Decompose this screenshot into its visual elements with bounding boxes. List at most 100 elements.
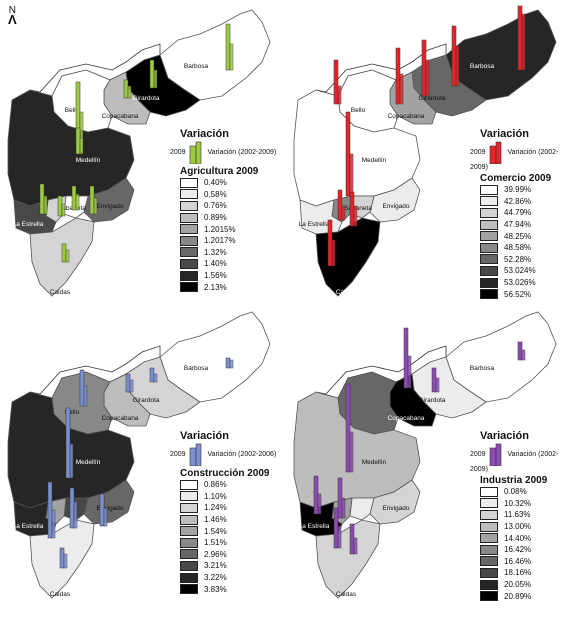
legend-title: Variación xyxy=(480,128,529,140)
legend-class-label: 56.52% xyxy=(504,289,532,299)
legend-swatch xyxy=(480,533,498,544)
bar-symbol xyxy=(313,475,322,515)
legend-class-label: 42.86% xyxy=(504,196,532,206)
legend-bar-key: 2009 Variación (2002-2009) xyxy=(470,140,572,171)
map-panel-agricultura: Barbosa Girardota Copacabana Bello Medellín E… xyxy=(7,9,271,297)
legend-swatch xyxy=(180,584,198,595)
bar-variation xyxy=(69,443,74,479)
municipality-label: Barbosa xyxy=(470,365,495,372)
bar-2009 xyxy=(225,23,231,71)
legend-swatch xyxy=(180,537,198,548)
bar-2009 xyxy=(421,39,427,97)
legend-swatch xyxy=(480,277,498,288)
legend-swatch xyxy=(480,591,498,602)
bar-symbol xyxy=(327,219,336,267)
legend-swatch xyxy=(180,560,198,571)
legend-class-label: 16.42% xyxy=(504,545,532,555)
legend-swatch xyxy=(180,282,198,293)
legend-class-row: 1.40% xyxy=(180,258,276,270)
bar-key-variation xyxy=(495,141,501,164)
legend-class-label: 20.05% xyxy=(504,580,532,590)
legend-class-label: 53.024% xyxy=(504,266,536,276)
legend-class-row: 0.58% xyxy=(180,189,276,201)
municipality-label: Barbosa xyxy=(470,63,495,70)
legend-class-label: 11.63% xyxy=(504,510,531,520)
region-la-estrella xyxy=(299,501,343,537)
bar-2009 xyxy=(337,189,343,221)
bar-symbol xyxy=(225,23,234,71)
legend-swatch xyxy=(180,502,198,513)
municipality-label: Copacabana xyxy=(102,113,139,120)
legend-swatch xyxy=(180,526,198,537)
map-panel-construccion: Barbosa Girardota Copacabana Bello Medellín E… xyxy=(7,311,271,599)
legend-swatch xyxy=(180,258,198,269)
legend-class-row: 3.83% xyxy=(180,583,276,595)
legend-industria: Variación 2009 Variación (2002-2009) Indus… xyxy=(470,430,572,602)
bar-variation xyxy=(349,431,354,473)
legend-swatch xyxy=(480,184,498,195)
bar-2009 xyxy=(61,243,67,263)
legend-class-row: 1.2017% xyxy=(180,235,276,247)
bar-variation xyxy=(73,501,78,529)
bar-symbol xyxy=(225,357,234,369)
legend-class-row: 1.56% xyxy=(180,270,276,282)
bar-2009 xyxy=(123,79,129,99)
municipality-label: Medellín xyxy=(362,459,387,466)
bar-variation xyxy=(521,349,526,361)
bar-symbol xyxy=(149,59,158,89)
legend-class-label: 20.89% xyxy=(504,591,532,601)
legend-change-label: Variación (2002-2009) xyxy=(470,148,559,171)
legend-class-row: 20.89% xyxy=(480,590,572,602)
legend-swatch xyxy=(180,270,198,281)
bar-symbol xyxy=(395,47,404,105)
legend-class-label: 47.94% xyxy=(504,220,532,230)
legend-class-row: 48.58% xyxy=(480,242,572,254)
municipality-label: Medellín xyxy=(76,459,101,466)
legend-swatch xyxy=(180,572,198,583)
legend-class-row: 42.86% xyxy=(480,196,572,208)
bar-symbol xyxy=(71,185,80,211)
region-sabaneta xyxy=(349,497,375,521)
legend-class-label: 1.2015% xyxy=(204,224,236,234)
legend-year-label: 2009 xyxy=(170,148,186,156)
bar-2009 xyxy=(349,191,355,227)
bar-variation xyxy=(61,203,66,217)
bar-key-2009 xyxy=(189,447,196,466)
legend-class-row: 3.22% xyxy=(180,572,276,584)
municipality-label: Girardota xyxy=(132,397,159,404)
legend-swatch xyxy=(180,177,198,188)
bar-symbol xyxy=(75,127,84,155)
bar-2009 xyxy=(225,357,231,369)
legend-swatch xyxy=(480,521,498,532)
legend-class-row: 47.94% xyxy=(480,219,572,231)
north-arrow: N Λ xyxy=(8,6,17,27)
municipality-label: Copacabana xyxy=(388,415,425,422)
legend-class-row: 1.51% xyxy=(180,537,276,549)
legend-class-row: 1.32% xyxy=(180,247,276,259)
bar-key-icon xyxy=(489,443,501,466)
legend-year-label: 2009 xyxy=(470,450,486,458)
bar-2009 xyxy=(345,383,351,473)
bar-2009 xyxy=(313,475,319,515)
bar-symbol xyxy=(57,195,66,217)
legend-class-row: 16.42% xyxy=(480,544,572,556)
legend-class-row: 53.024% xyxy=(480,265,572,277)
bar-symbol xyxy=(61,243,70,263)
bar-2009 xyxy=(125,373,131,393)
bar-symbol xyxy=(123,79,132,99)
bar-2009 xyxy=(71,185,77,211)
legend-swatch xyxy=(180,247,198,258)
legend-swatch xyxy=(480,498,498,509)
legend-change-label: Variación (2002-2006) xyxy=(205,450,277,458)
municipality-label: Caldas xyxy=(336,289,357,296)
legend-class-label: 1.24% xyxy=(204,503,227,513)
municipality-label: Barbosa xyxy=(184,63,209,70)
legend-bar-key: 2009 Variación (2002-2009) xyxy=(470,442,572,473)
bar-2009 xyxy=(345,111,351,197)
legend-bar-key: 2009 Variación (2002-2009) xyxy=(170,140,276,164)
legend-class-label: 1.46% xyxy=(204,515,227,525)
legend-class-label: 3.22% xyxy=(204,573,227,583)
legend-scale-title: Comercio 2009 xyxy=(480,173,552,184)
bar-variation xyxy=(341,205,346,221)
